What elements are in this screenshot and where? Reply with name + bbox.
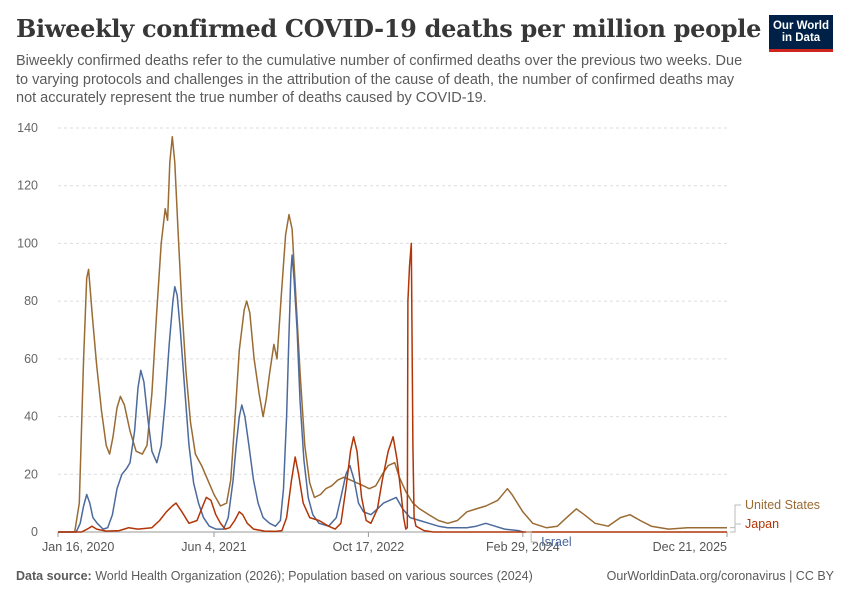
y-tick-label: 140 [17, 121, 38, 135]
series-lines [58, 135, 727, 533]
y-tick-label: 60 [24, 352, 38, 366]
owid-logo[interactable]: Our World in Data [769, 15, 833, 52]
legend: United States Japan Israel [526, 498, 820, 549]
y-tick-label: 100 [17, 236, 38, 250]
logo-line-1: Our World [772, 20, 829, 32]
x-axis-ticks: Jan 16, 2020 Jun 4, 2021 Oct 17, 2022 Feb 2… [42, 532, 728, 554]
y-axis-ticks: 0 20 40 60 80 100 120 140 [17, 121, 38, 539]
x-tick-label: Dec 21, 2025 [653, 540, 727, 554]
y-tick-label: 80 [24, 294, 38, 308]
grid-lines [58, 127, 727, 533]
x-tick-label: Jun 4, 2021 [181, 540, 246, 554]
series-line-japan [58, 242, 727, 533]
series-line-united-states [58, 135, 727, 533]
legend-label-japan: Japan [745, 517, 779, 531]
data-source-text: World Health Organization (2026); Popula… [95, 569, 533, 583]
legend-connector [730, 523, 741, 533]
chart-subtitle: Biweekly confirmed deaths refer to the c… [16, 53, 743, 106]
legend-connector [730, 504, 741, 529]
x-tick-label: Oct 17, 2022 [333, 540, 405, 554]
logo-line-2: in Data [781, 32, 821, 44]
y-tick-label: 40 [24, 410, 38, 424]
y-tick-label: 0 [31, 525, 38, 539]
legend-label-united-states: United States [745, 498, 820, 512]
series-line-israel [58, 254, 524, 533]
data-source: Data source: World Health Organization (… [16, 569, 533, 583]
source-link[interactable]: OurWorldinData.org/coronavirus | CC BY [606, 569, 834, 583]
x-tick-label: Feb 29, 2024 [486, 540, 560, 554]
x-tick-label: Jan 16, 2020 [42, 540, 114, 554]
legend-connector [526, 531, 538, 543]
y-tick-label: 120 [17, 179, 38, 193]
chart-title: Biweekly confirmed COVID-19 deaths per m… [16, 14, 762, 43]
data-source-label: Data source: [16, 569, 92, 583]
legend-label-israel: Israel [541, 535, 572, 549]
y-tick-label: 20 [24, 467, 38, 481]
